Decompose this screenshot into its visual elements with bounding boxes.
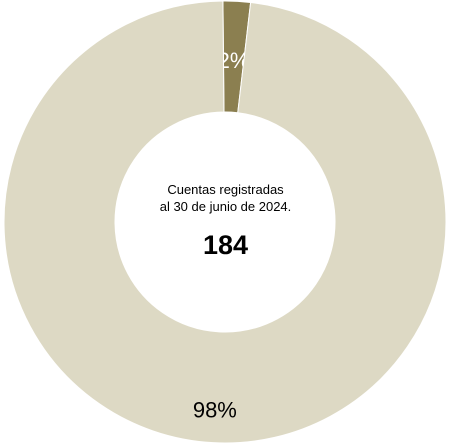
- center-total-value: 184: [202, 230, 249, 260]
- slice-label-2: 98%: [193, 398, 237, 423]
- center-caption-line-2: al 30 de junio de 2024.: [159, 199, 292, 214]
- donut-slice-2: [3, 0, 447, 444]
- center-caption: Cuentas registradas al 30 de junio de 20…: [0, 181, 451, 215]
- center-caption-line-1: Cuentas registradas: [167, 182, 284, 197]
